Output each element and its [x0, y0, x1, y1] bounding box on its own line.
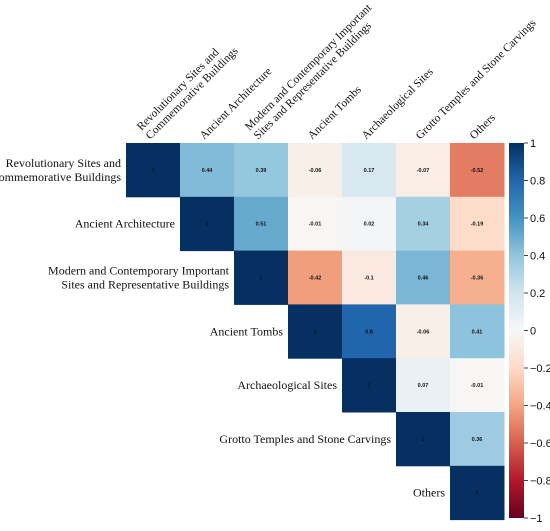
row-labels: Revolutionary Sites and Commemorative Bui…	[0, 156, 445, 500]
heatmap-cell-r4-c4	[342, 358, 397, 413]
colorbar-tick-label: 0.6	[530, 213, 545, 225]
colorbar: 1 0.8 0.6 0.4 0.2 0 −0.2 −0.4 −0.6 −0.8 −1	[509, 138, 550, 525]
heatmap-cell-r1-c2	[234, 196, 289, 252]
cell-value-label: 0.07	[418, 383, 429, 389]
heatmap-cell-r1-c3	[288, 196, 343, 252]
heatmap-cell-r0-c5	[396, 143, 451, 198]
colorbar-tick-label: 0.4	[530, 251, 545, 263]
heatmap-cell-r0-c4	[342, 143, 397, 198]
cell-value-label: 0.36	[472, 437, 483, 443]
cell-value-label: -0.01	[471, 383, 484, 389]
colorbar-tick-label: −0.4	[530, 401, 550, 413]
colorbar-tick-label: 0.8	[530, 176, 545, 188]
heatmap-cell-r3-c5	[396, 304, 451, 359]
heatmap-cell-r0-c2	[234, 143, 289, 198]
colorbar-tick-label: 1	[530, 138, 536, 150]
heatmap-cell-r1-c6	[450, 196, 505, 252]
cell-value-label: -0.42	[309, 276, 322, 282]
row-label-modern-and-contemporary-important-sites-and-representative-buildings: Modern and Contemporary Important Sites a…	[48, 264, 230, 292]
heatmap-cell-r0-c6	[450, 143, 505, 198]
row-label-revolutionary-sites-and-commemorative-buildings: Revolutionary Sites and Commemorative Bui…	[0, 156, 121, 184]
heatmap-cell-r4-c5	[396, 358, 451, 413]
cell-value-label: 0.51	[256, 222, 267, 228]
cell-value-label: 0.39	[256, 168, 267, 174]
heatmap-cell-r1-c1	[180, 196, 235, 252]
colorbar-tick-label: −0.8	[530, 476, 550, 488]
colorbar-tick-label: −0.2	[530, 363, 550, 375]
cell-value-label: 0.02	[364, 222, 375, 228]
heatmap-cell-r3-c4	[342, 304, 397, 359]
colorbar-ticks: 1 0.8 0.6 0.4 0.2 0 −0.2 −0.4 −0.6 −0.8 −1	[524, 138, 550, 525]
cell-value-label: 1	[367, 383, 370, 389]
heatmap-cell-r2-c3	[288, 250, 343, 305]
column-label-grotto-temples-and-stone-carvings: Grotto Temples and Stone Carvings	[414, 17, 539, 142]
heatmap-cell-r0-c0	[126, 143, 181, 198]
colorbar-tick-label: 0.2	[530, 288, 545, 300]
heatmap-cells: 1 0.44 0.39 -0.06 0.17 -0.07 -0.52 1 0.51 -0.01 0.…	[126, 143, 505, 521]
cell-value-label: 0.17	[364, 168, 375, 174]
colorbar-tick-label: −1	[530, 513, 543, 525]
heatmap-cell-r3-c6	[450, 304, 505, 359]
cell-value-label: -0.1	[364, 276, 373, 282]
cell-value-label: 1	[205, 222, 208, 228]
cell-value-label: 0.34	[418, 222, 430, 228]
colorbar-tick-label: −0.6	[530, 438, 550, 450]
heatmap-cell-r6-c6	[450, 465, 505, 521]
cell-value-label: 1	[475, 491, 478, 497]
heatmap-cell-r5-c5	[396, 412, 451, 467]
cell-value-label: 1	[259, 276, 262, 282]
cell-value-label: -0.19	[471, 222, 484, 228]
column-label-others: Others	[468, 111, 499, 142]
cell-value-label: -0.52	[471, 168, 484, 174]
cell-value-label: -0.06	[417, 329, 430, 335]
cell-value-label: -0.07	[417, 168, 430, 174]
heatmap-cell-r4-c6	[450, 358, 505, 413]
heatmap-cell-r2-c2	[234, 250, 289, 305]
column-label-revolutionary-sites-and-commemorative-buildings: Revolutionary Sites andCommemorative Bui…	[135, 36, 241, 142]
cell-value-label: -0.06	[309, 168, 322, 174]
cell-value-label: 0.44	[202, 168, 214, 174]
row-label-others: Others	[413, 486, 445, 500]
heatmap-cell-r0-c1	[180, 143, 235, 198]
heatmap-cell-r2-c5	[396, 250, 451, 305]
cell-value-label: -0.01	[309, 222, 322, 228]
row-label-grotto-temples-and-stone-carvings: Grotto Temples and Stone Carvings	[219, 432, 391, 446]
row-label-archaeological-sites: Archaeological Sites	[237, 378, 337, 392]
heatmap-cell-r0-c3	[288, 143, 343, 198]
colorbar-tick-label: 0	[530, 326, 536, 338]
row-label-ancient-tombs: Ancient Tombs	[210, 324, 284, 338]
cell-value-label: 1	[151, 168, 154, 174]
cell-value-label: 0.41	[472, 329, 483, 335]
heatmap-cell-r2-c6	[450, 250, 505, 305]
colorbar-gradient	[509, 143, 524, 518]
heatmap-cell-r1-c4	[342, 196, 397, 252]
cell-value-label: 1	[421, 437, 424, 443]
cell-value-label: 0.8	[365, 329, 373, 335]
cell-value-label: 1	[313, 329, 316, 335]
heatmap-cell-r1-c5	[396, 196, 451, 252]
heatmap-cell-r2-c4	[342, 250, 397, 305]
heatmap-cell-r3-c3	[288, 304, 343, 359]
cell-value-label: 0.46	[418, 276, 429, 282]
column-labels: Revolutionary Sites andCommemorative Bui…	[135, 1, 539, 142]
row-label-ancient-architecture: Ancient Architecture	[75, 217, 175, 231]
heatmap-cell-r5-c6	[450, 412, 505, 467]
cell-value-label: -0.36	[471, 276, 484, 282]
column-label-ancient-tombs: Ancient Tombs	[306, 83, 365, 142]
